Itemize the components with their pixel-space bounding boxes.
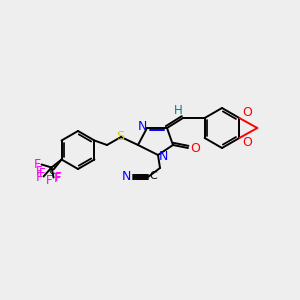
Text: F: F: [34, 158, 41, 171]
Text: F: F: [39, 167, 46, 180]
Text: F: F: [54, 172, 61, 185]
Text: F: F: [46, 174, 53, 187]
Text: N: N: [121, 170, 131, 184]
Text: S: S: [116, 130, 124, 142]
Text: C: C: [149, 171, 157, 181]
Text: O: O: [242, 136, 252, 149]
Text: F: F: [55, 171, 62, 184]
Text: F: F: [36, 165, 43, 178]
Text: H: H: [174, 103, 182, 116]
Text: O: O: [190, 142, 200, 154]
Text: N: N: [158, 149, 168, 163]
Text: F: F: [36, 171, 43, 184]
Text: O: O: [242, 106, 252, 119]
Text: C: C: [48, 167, 55, 176]
Text: N: N: [137, 121, 147, 134]
